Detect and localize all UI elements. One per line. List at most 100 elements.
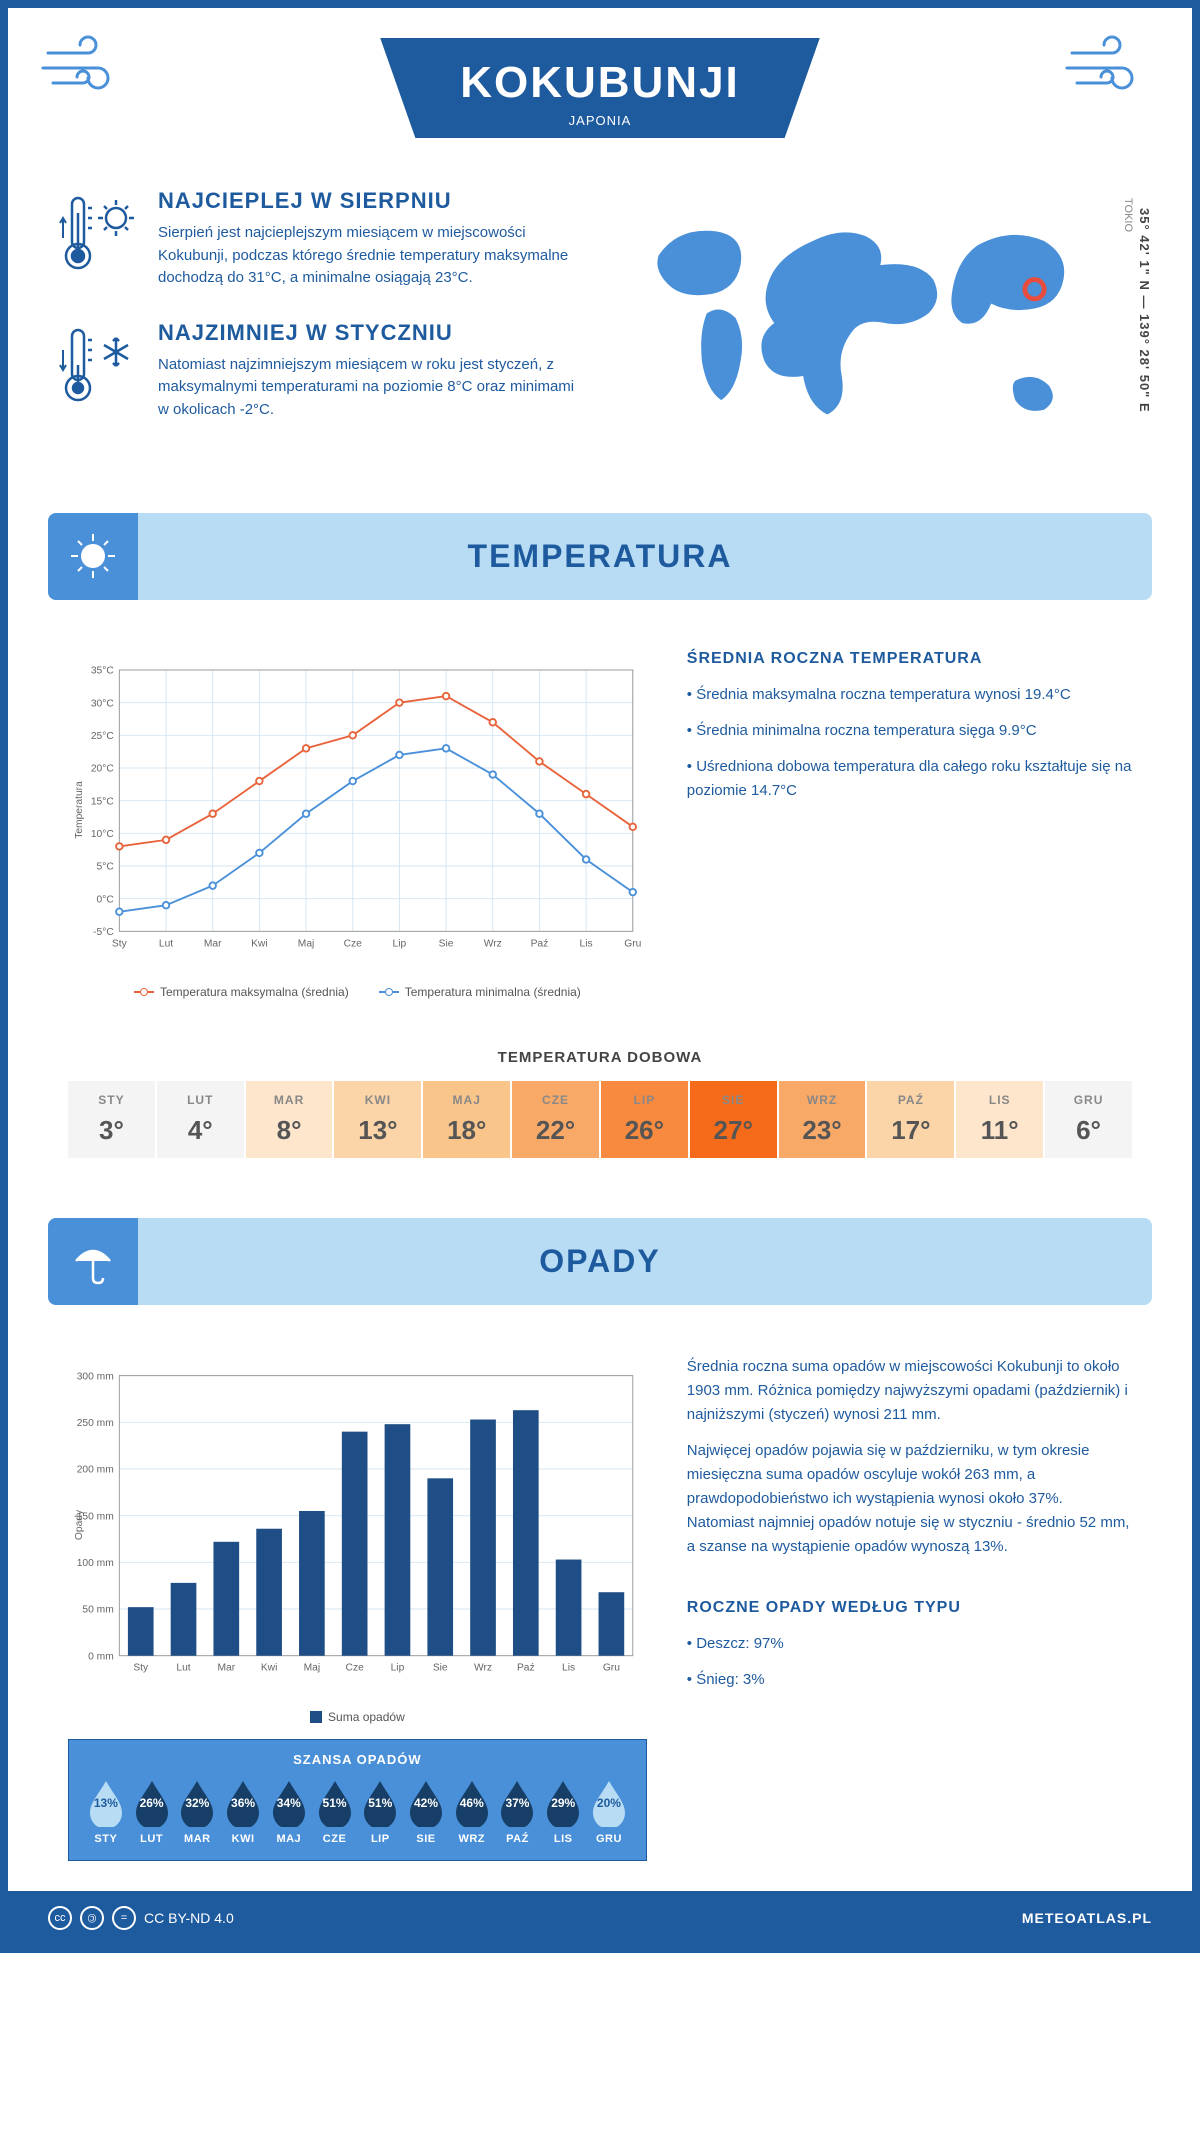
month-label: KWI (338, 1093, 417, 1107)
daily-temperature: TEMPERATURA DOBOWA STY3°LUT4°MAR8°KWI13°… (8, 1029, 1192, 1198)
fact-hottest: NAJCIEPLEJ W SIERPNIU Sierpień jest najc… (58, 188, 580, 290)
world-map-icon (620, 188, 1102, 458)
daily-temp-cell: MAJ18° (423, 1081, 510, 1158)
chance-value: 51% (323, 1796, 347, 1810)
month-label: GRU (1049, 1093, 1128, 1107)
legend-sum: Suma opadów (328, 1710, 405, 1724)
precip-chance-item: 37% PAŹ (496, 1779, 540, 1845)
precip-chance-item: 13% STY (84, 1779, 128, 1845)
precip-chance-item: 51% CZE (313, 1779, 357, 1845)
temp-value: 17° (871, 1115, 950, 1146)
sun-icon (48, 513, 138, 600)
month-label: LIS (960, 1093, 1039, 1107)
wind-icon (1062, 33, 1162, 115)
annual-temp-title: ŚREDNIA ROCZNA TEMPERATURA (687, 650, 1132, 668)
svg-text:Cze: Cze (344, 938, 363, 949)
svg-text:Sie: Sie (433, 1663, 448, 1674)
svg-text:Maj: Maj (298, 938, 315, 949)
svg-text:25°C: 25°C (91, 731, 115, 742)
month-label: WRZ (783, 1093, 862, 1107)
chance-value: 26% (140, 1796, 164, 1810)
svg-text:Kwi: Kwi (251, 938, 268, 949)
month-label: WRZ (450, 1833, 494, 1845)
daily-temp-cell: GRU6° (1045, 1081, 1132, 1158)
precip-chance-item: 26% LUT (130, 1779, 174, 1845)
fact-hot-text: Sierpień jest najcieplejszym miesiącem w… (158, 222, 580, 290)
svg-text:Mar: Mar (204, 938, 222, 949)
precip-type-item: • Deszcz: 97% (687, 1632, 1132, 1656)
chance-value: 20% (597, 1796, 621, 1810)
svg-text:Lis: Lis (580, 938, 593, 949)
svg-text:Lip: Lip (393, 938, 407, 949)
svg-text:5°C: 5°C (97, 862, 115, 873)
month-label: LIP (358, 1833, 402, 1845)
precip-content: 0 mm50 mm100 mm150 mm200 mm250 mm300 mmS… (8, 1325, 1192, 1891)
svg-text:250 mm: 250 mm (77, 1418, 114, 1429)
daily-temp-cell: LIS 11° (956, 1081, 1043, 1158)
svg-text:Maj: Maj (304, 1663, 321, 1674)
svg-text:300 mm: 300 mm (77, 1371, 114, 1382)
svg-text:35°C: 35°C (91, 666, 115, 677)
thermometer-snow-icon (58, 320, 138, 420)
svg-text:10°C: 10°C (91, 829, 115, 840)
month-label: SIE (404, 1833, 448, 1845)
svg-text:Lut: Lut (159, 938, 173, 949)
month-label: LIS (541, 1833, 585, 1845)
svg-text:0°C: 0°C (97, 894, 115, 905)
month-label: STY (72, 1093, 151, 1107)
precip-chance-item: 36% KWI (221, 1779, 265, 1845)
daily-temp-cell: STY 3° (68, 1081, 155, 1158)
daily-temp-cell: LUT4° (157, 1081, 244, 1158)
svg-text:Kwi: Kwi (261, 1663, 278, 1674)
svg-text:Sie: Sie (439, 938, 454, 949)
country-name: JAPONIA (460, 113, 740, 128)
map-column: 35° 42' 1" N — 139° 28' 50" E TOKIO (620, 188, 1142, 463)
month-label: PAŹ (496, 1833, 540, 1845)
cc-icon: cc (48, 1906, 72, 1930)
chance-value: 36% (231, 1796, 255, 1810)
title-banner: KOKUBUNJI JAPONIA (380, 38, 820, 138)
svg-text:Sty: Sty (133, 1663, 149, 1674)
temp-value: 11° (960, 1115, 1039, 1146)
svg-text:Temperatura: Temperatura (74, 781, 85, 839)
chance-value: 51% (368, 1796, 392, 1810)
daily-temp-title: TEMPERATURA DOBOWA (68, 1049, 1132, 1066)
chance-value: 29% (551, 1796, 575, 1810)
precip-legend: Suma opadów (68, 1710, 647, 1724)
chance-value: 37% (505, 1796, 529, 1810)
month-label: CZE (313, 1833, 357, 1845)
svg-text:Gru: Gru (624, 938, 641, 949)
temp-value: 18° (427, 1115, 506, 1146)
temp-value: 3° (72, 1115, 151, 1146)
legend-min: Temperatura minimalna (średnia) (405, 985, 581, 999)
intro-section: NAJCIEPLEJ W SIERPNIU Sierpień jest najc… (8, 158, 1192, 493)
license-text: CC BY-ND 4.0 (144, 1910, 234, 1926)
month-label: LIP (605, 1093, 684, 1107)
annual-bullet: • Średnia minimalna roczna temperatura s… (687, 719, 1132, 743)
precip-type-title: ROCZNE OPADY WEDŁUG TYPU (687, 1599, 1132, 1617)
fact-cold-text: Natomiast najzimniejszym miesiącem w rok… (158, 354, 580, 422)
fact-coldest: NAJZIMNIEJ W STYCZNIU Natomiast najzimni… (58, 320, 580, 422)
nearest-city: TOKIO (1122, 198, 1134, 232)
annual-temp-bullets: • Średnia maksymalna roczna temperatura … (687, 683, 1132, 803)
precip-chance-item: 51% LIP (358, 1779, 402, 1845)
svg-text:Wrz: Wrz (474, 1663, 492, 1674)
temperature-line-chart: -5°C0°C5°C10°C15°C20°C25°C30°C35°CStyLut… (68, 650, 647, 970)
svg-text:-5°C: -5°C (93, 927, 114, 938)
month-label: STY (84, 1833, 128, 1845)
chance-title: SZANSA OPADÓW (84, 1752, 631, 1767)
svg-text:50 mm: 50 mm (82, 1605, 113, 1616)
section-precip-header: OPADY (48, 1218, 1152, 1305)
chance-value: 42% (414, 1796, 438, 1810)
daily-temp-cell: LIP26° (601, 1081, 688, 1158)
svg-text:Wrz: Wrz (484, 938, 502, 949)
month-label: LUT (161, 1093, 240, 1107)
daily-temp-cell: MAR8° (246, 1081, 333, 1158)
daily-temp-cell: CZE22° (512, 1081, 599, 1158)
svg-text:Gru: Gru (603, 1663, 620, 1674)
fact-hot-title: NAJCIEPLEJ W SIERPNIU (158, 188, 580, 214)
month-label: MAR (250, 1093, 329, 1107)
svg-text:Paź: Paź (531, 938, 549, 949)
month-label: SIE (694, 1093, 773, 1107)
fact-cold-title: NAJZIMNIEJ W STYCZNIU (158, 320, 580, 346)
